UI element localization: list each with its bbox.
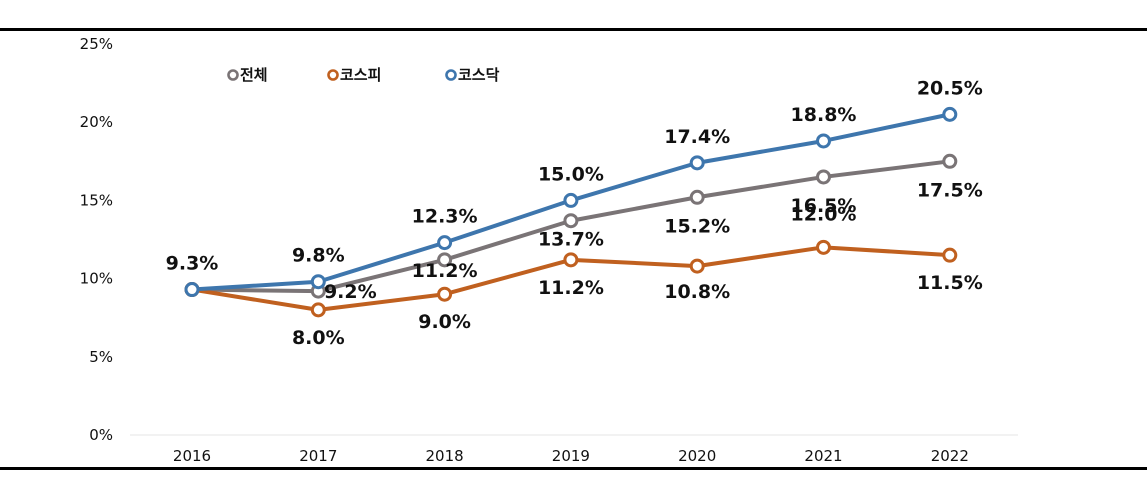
data-label: 17.5% [917,179,983,201]
data-label: 13.7% [538,229,604,251]
data-label: 15.0% [538,163,604,185]
data-point [942,247,958,263]
legend-marker [327,69,339,81]
data-label: 20.5% [917,77,983,99]
y-tick-label: 10% [80,270,113,288]
data-point [563,213,579,229]
legend-marker [445,69,457,81]
data-point [942,106,958,122]
data-point [816,239,831,255]
series-markers [184,106,958,318]
data-label: 12.3% [412,206,478,228]
data-label: 17.4% [664,126,730,148]
y-tick-label: 15% [80,191,113,209]
data-label: 12.0% [791,203,857,225]
data-label: 11.2% [538,277,604,299]
y-axis-ticks: 0% 5% 10% 15% 20% 25% [80,35,113,444]
y-tick-label: 25% [80,35,113,53]
legend: 전체 코스피 코스닥 [227,66,500,84]
data-point [437,252,453,268]
y-tick-label: 20% [80,113,113,131]
data-point [689,155,705,171]
data-label: 9.3% [166,253,219,275]
legend-label: 코스닥 [458,66,500,84]
y-tick-label: 0% [89,426,113,444]
x-tick-label: 2022 [931,447,969,465]
data-point [184,282,200,298]
data-point [437,235,453,251]
x-tick-label: 2020 [678,447,716,465]
legend-marker [227,69,239,81]
data-point [942,153,958,169]
data-point [310,302,326,318]
data-label: 16.5% [791,195,857,217]
data-label: 10.8% [664,281,730,303]
data-label: 8.0% [292,327,345,349]
bottom-rule [0,467,1147,470]
data-point [816,133,831,149]
data-label: 9.2% [324,281,377,303]
data-point [689,189,705,205]
x-tick-label: 2019 [552,447,590,465]
legend-label: 전체 [240,66,268,84]
data-point [310,274,326,290]
x-axis-ticks: 2016 2017 2018 2019 2020 2021 2022 [173,447,969,465]
data-point [563,252,579,268]
data-label: 11.2% [412,260,478,282]
x-tick-label: 2021 [804,447,842,465]
top-rule [0,28,1147,31]
data-label: 11.5% [917,272,983,294]
data-point [816,169,831,185]
legend-label: 코스피 [340,66,381,84]
data-label: 9.0% [418,311,471,333]
data-point [563,192,579,208]
data-labels: 9.2% 11.2% 13.7% 15.2% 16.5% 17.5% 8.0% 9.0% 11.… [166,77,983,349]
data-label: 18.8% [791,104,857,126]
data-point [689,258,705,274]
data-point [437,286,453,302]
x-tick-label: 2017 [299,447,337,465]
x-tick-label: 2018 [426,447,464,465]
data-label: 15.2% [664,215,730,237]
y-tick-label: 5% [89,348,113,366]
x-tick-label: 2016 [173,447,211,465]
data-label: 9.8% [292,245,345,267]
